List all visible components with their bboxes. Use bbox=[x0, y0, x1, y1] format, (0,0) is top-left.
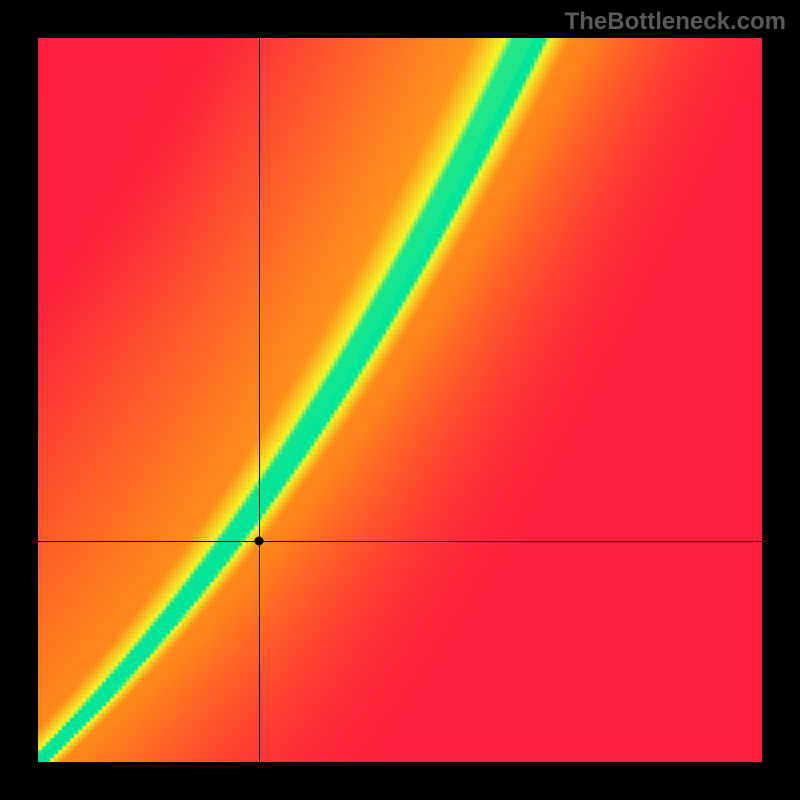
bottleneck-heatmap bbox=[38, 38, 762, 762]
crosshair-horizontal bbox=[38, 541, 762, 542]
watermark-text: TheBottleneck.com bbox=[565, 8, 786, 36]
crosshair-vertical bbox=[259, 38, 260, 762]
crosshair-marker-dot bbox=[254, 537, 263, 546]
